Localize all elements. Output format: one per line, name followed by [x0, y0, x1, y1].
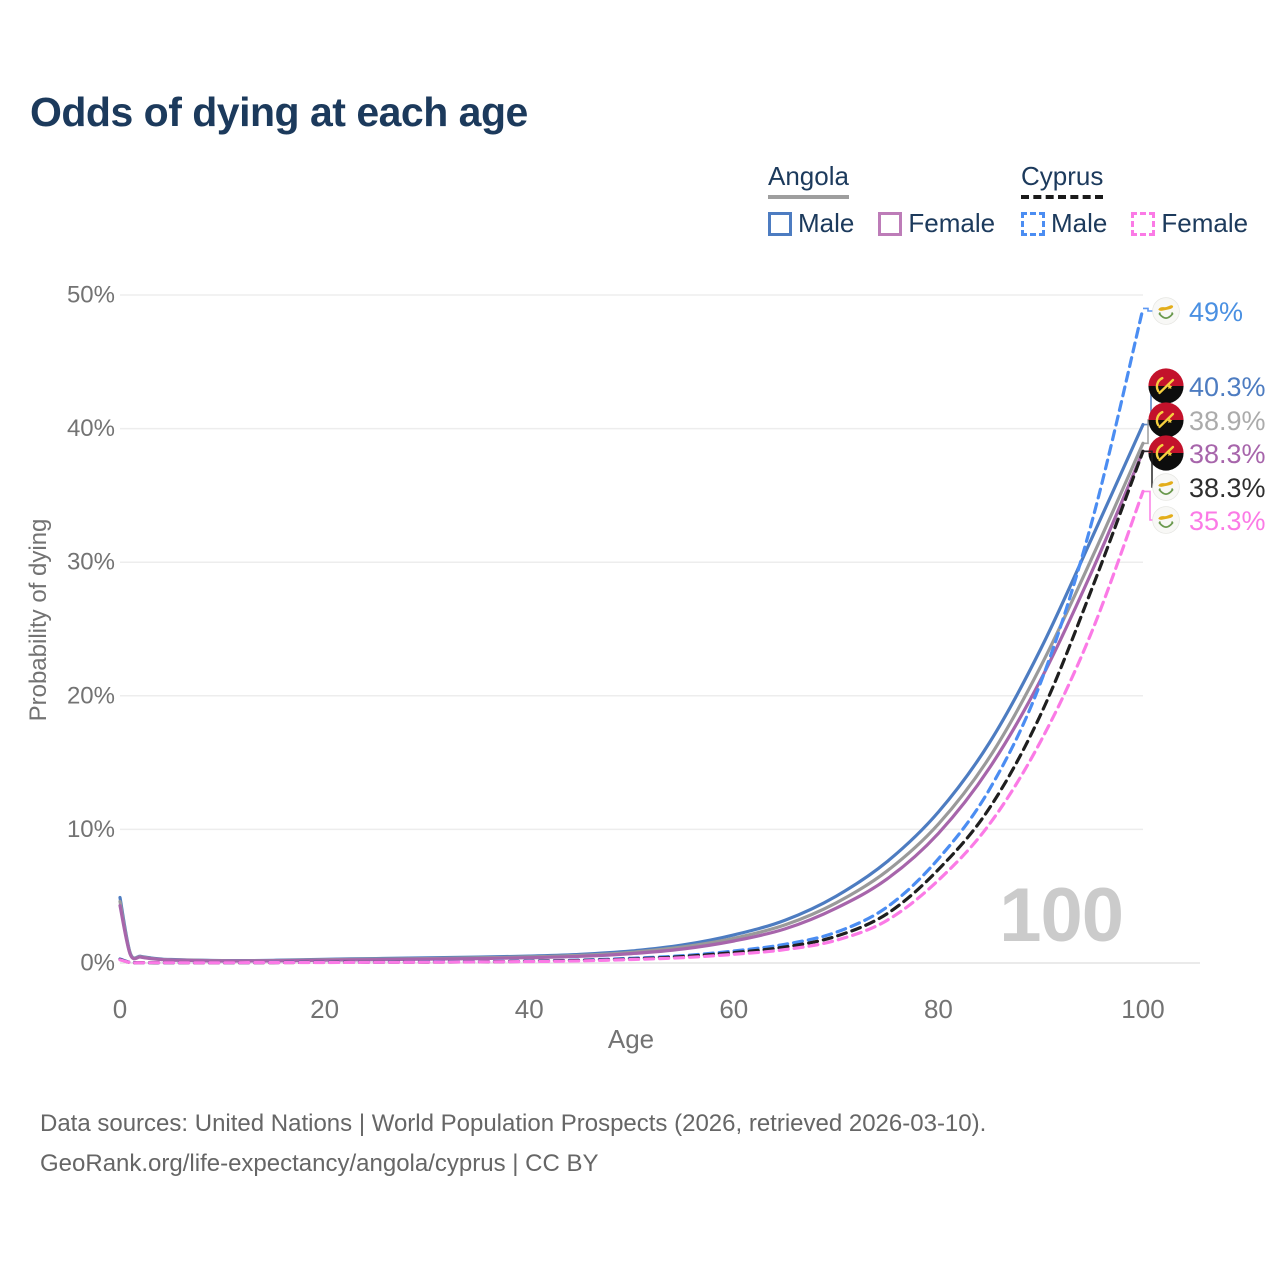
- series-line-cyprus-male[interactable]: [118, 306, 1145, 965]
- end-value-label-cyprus-male: 49%: [1189, 297, 1243, 327]
- angola-flag-icon: [1148, 435, 1185, 472]
- y-axis-title: Probability of dying: [25, 519, 52, 722]
- legend-label-angola-male: Male: [798, 208, 855, 238]
- series-line-angola-female[interactable]: [118, 449, 1145, 963]
- series-line-angola-male[interactable]: [118, 423, 1145, 963]
- angola-flag-icon: [1148, 402, 1185, 439]
- x-tick-label: 0: [113, 994, 127, 1024]
- x-tick-label: 40: [515, 994, 544, 1024]
- y-tick-label: 0%: [80, 950, 115, 977]
- legend-item-angola-female[interactable]: Female: [878, 208, 995, 239]
- y-tick-label: 40%: [67, 415, 115, 442]
- cyprus-flag-icon: [1151, 296, 1181, 326]
- legend-label-cyprus-male: Male: [1051, 208, 1108, 238]
- angola-flag-icon: [1148, 368, 1185, 405]
- end-value-label-cyprus-female: 35.3%: [1189, 506, 1266, 536]
- cyprus-flag-icon: [1151, 472, 1181, 502]
- x-axis-title: Age: [608, 1024, 654, 1054]
- end-value-label-angola-both-sexes: 38.9%: [1189, 406, 1266, 436]
- series-line-angola-both-sexes[interactable]: [118, 441, 1145, 963]
- angola-female-swatch: [878, 211, 903, 236]
- page-title: Odds of dying at each age: [30, 89, 528, 135]
- end-annotations-layer: 49%40.3%38.9%38.3%38.3%35.3%: [1143, 296, 1266, 536]
- legend-group-cyprus: Cyprus Male Female: [1021, 161, 1248, 239]
- legend-heading-cyprus[interactable]: Cyprus: [1021, 161, 1104, 199]
- cyprus-female-swatch: [1131, 211, 1156, 236]
- y-tick-label: 20%: [67, 682, 115, 709]
- legend-heading-angola[interactable]: Angola: [768, 161, 849, 199]
- age-counter-watermark: 100: [999, 873, 1124, 958]
- end-value-label-angola-female: 38.3%: [1189, 439, 1266, 469]
- x-tick-label: 20: [310, 994, 339, 1024]
- footer-attribution: GeoRank.org/life-expectancy/angola/cypru…: [40, 1150, 599, 1177]
- grid-layer: 0% 10% 20% 30% 40% 50% 0 20 40 60 80 100: [67, 282, 1200, 1024]
- legend-row-angola: Male Female: [768, 208, 995, 239]
- series-line-cyprus-both-sexes[interactable]: [118, 449, 1145, 965]
- legend-group-angola: Angola Male Female: [768, 161, 995, 239]
- end-value-label-cyprus-both-sexes: 38.3%: [1189, 473, 1266, 503]
- y-tick-label: 30%: [67, 549, 115, 576]
- y-tick-label: 50%: [67, 282, 115, 309]
- legend-row-cyprus: Male Female: [1021, 208, 1248, 239]
- legend-item-cyprus-female[interactable]: Female: [1131, 208, 1248, 239]
- cyprus-flag-icon: [1151, 505, 1181, 535]
- x-tick-label: 80: [924, 994, 953, 1024]
- legend-label-cyprus-female: Female: [1161, 208, 1249, 238]
- legend-item-cyprus-male[interactable]: Male: [1021, 208, 1107, 239]
- series-layer: [118, 306, 1145, 965]
- footer-data-sources: Data sources: United Nations | World Pop…: [40, 1110, 987, 1137]
- angola-male-swatch: [768, 211, 792, 236]
- series-line-cyprus-female[interactable]: [118, 489, 1145, 965]
- cyprus-male-swatch: [1021, 211, 1045, 236]
- footer: Data sources: United Nations | World Pop…: [40, 1104, 986, 1184]
- x-tick-label: 100: [1121, 994, 1164, 1024]
- legend-item-angola-male[interactable]: Male: [768, 208, 854, 239]
- y-tick-label: 10%: [67, 816, 115, 843]
- legend-label-angola-female: Female: [908, 208, 996, 238]
- end-value-label-angola-male: 40.3%: [1189, 372, 1266, 402]
- x-tick-label: 60: [719, 994, 748, 1024]
